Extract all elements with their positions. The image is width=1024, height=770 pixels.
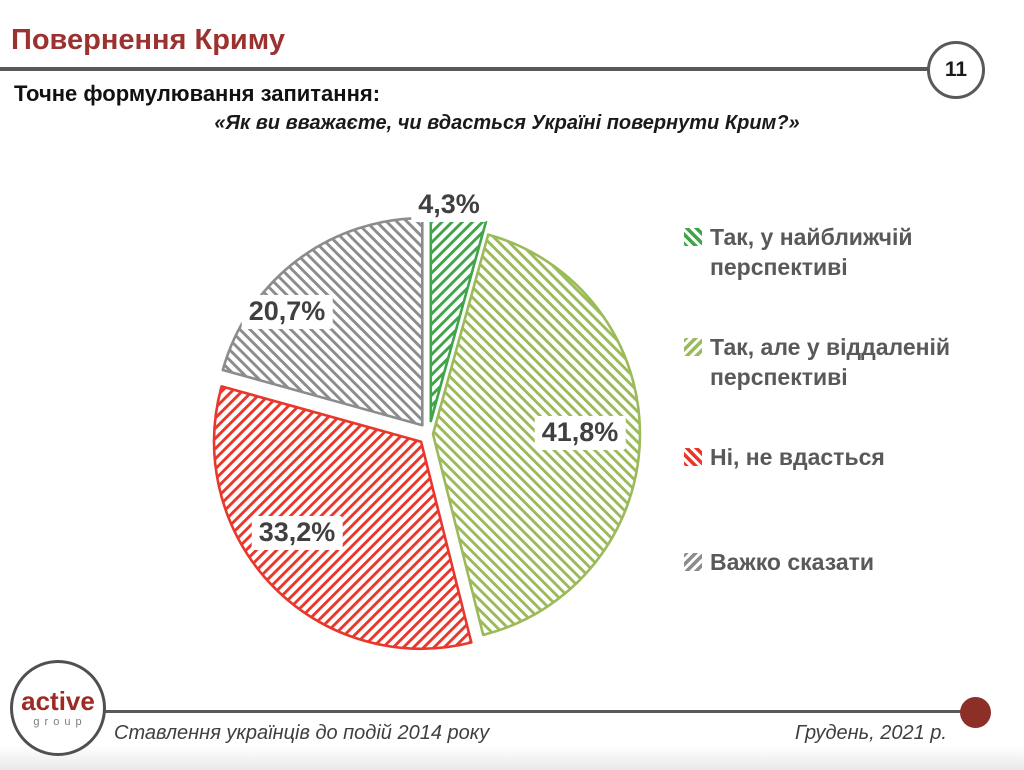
footer-divider xyxy=(104,710,966,713)
legend-item-no: Ні, не вдасться xyxy=(684,442,1000,472)
pie-slice-2 xyxy=(212,385,473,650)
legend-label: Важко сказати xyxy=(710,549,875,575)
footer-report-title: Ставлення українців до подій 2014 року xyxy=(114,722,490,744)
question-text: «Як ви вважаєте, чи вдасться Україні пов… xyxy=(214,112,800,134)
pie-label-olive: 41,8% xyxy=(534,416,626,450)
logo-secondary-text: group xyxy=(33,716,87,728)
slide-bottom-edge xyxy=(0,746,1024,770)
page-number-badge: 11 xyxy=(927,41,985,99)
legend-label: Так, у найближчій перспективі xyxy=(710,224,913,281)
footer-date: Грудень, 2021 р. xyxy=(794,722,947,744)
legend-swatch-green-icon xyxy=(684,228,702,246)
pie-label-red: 33,2% xyxy=(251,516,343,550)
slide-title: Повернення Криму xyxy=(11,24,285,56)
footer-dot xyxy=(960,697,991,728)
logo-primary-text: active xyxy=(21,686,95,716)
legend-item-distant-term: Так, але у віддаленій перспективі xyxy=(684,332,1000,393)
legend-swatch-red-icon xyxy=(684,448,702,466)
legend-label: Ні, не вдасться xyxy=(710,444,885,470)
active-group-logo: active group xyxy=(10,660,106,756)
header-divider xyxy=(0,67,928,71)
legend-item-near-term: Так, у найближчій перспективі xyxy=(684,222,1000,283)
question-heading: Точне формулювання запитання: xyxy=(14,81,381,106)
legend-label: Так, але у віддаленій перспективі xyxy=(710,334,951,391)
pie-label-gray: 20,7% xyxy=(241,295,333,329)
pie-label-green: 4,3% xyxy=(411,188,487,222)
page-number: 11 xyxy=(944,58,968,81)
legend-swatch-gray-icon xyxy=(684,553,702,571)
legend-swatch-olive-icon xyxy=(684,338,702,356)
legend-item-hard-to-say: Важко сказати xyxy=(684,547,1000,577)
